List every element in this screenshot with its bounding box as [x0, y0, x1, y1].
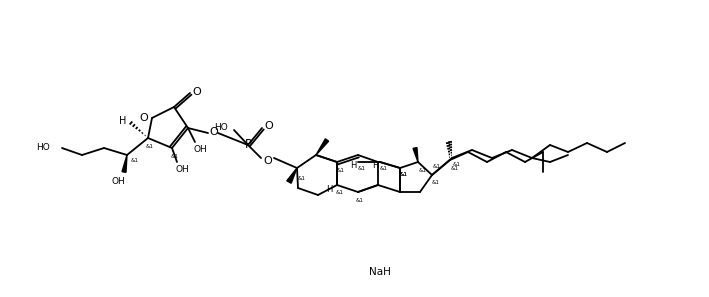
- Text: O: O: [140, 113, 148, 123]
- Text: &1: &1: [146, 145, 154, 149]
- Text: &1: &1: [337, 168, 345, 173]
- Text: &1: &1: [380, 167, 388, 171]
- Text: &1: &1: [131, 157, 139, 162]
- Text: &1: &1: [453, 162, 461, 168]
- Text: H: H: [350, 160, 356, 170]
- Polygon shape: [413, 148, 418, 162]
- Text: &1: &1: [298, 176, 306, 181]
- Text: NaH: NaH: [369, 267, 391, 277]
- Text: &1: &1: [358, 167, 366, 171]
- Text: OH: OH: [175, 165, 189, 175]
- Text: &1: &1: [432, 179, 440, 184]
- Text: OH: OH: [193, 146, 207, 154]
- Text: HO: HO: [214, 122, 228, 132]
- Text: &1: &1: [400, 173, 408, 178]
- Text: HO: HO: [36, 143, 50, 152]
- Text: &1: &1: [451, 165, 459, 170]
- Text: O: O: [264, 156, 272, 166]
- Text: H: H: [372, 160, 378, 170]
- Text: OH: OH: [111, 178, 125, 187]
- Text: H: H: [326, 186, 333, 195]
- Polygon shape: [316, 139, 328, 155]
- Text: &1: &1: [433, 165, 441, 170]
- Polygon shape: [122, 155, 127, 172]
- Text: &1: &1: [336, 190, 344, 195]
- Text: &1: &1: [400, 173, 408, 178]
- Text: &1: &1: [419, 168, 427, 173]
- Text: O: O: [210, 127, 218, 137]
- Text: O: O: [264, 121, 274, 131]
- Text: &1: &1: [171, 154, 179, 159]
- Text: &1: &1: [356, 198, 364, 203]
- Text: O: O: [193, 87, 201, 97]
- Polygon shape: [287, 168, 297, 183]
- Text: P: P: [245, 138, 252, 151]
- Text: H: H: [119, 116, 127, 126]
